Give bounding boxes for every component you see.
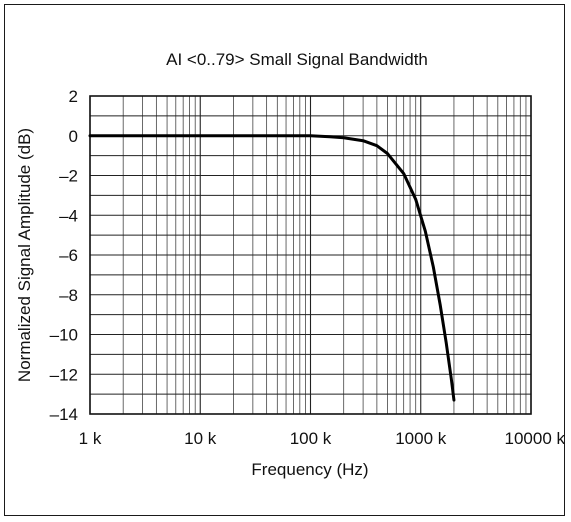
y-tick-label: –4 — [59, 206, 78, 225]
y-tick-label: 2 — [69, 87, 78, 106]
x-tick-label: 100 k — [290, 429, 332, 448]
plot-area — [89, 95, 532, 415]
figure-frame — [4, 4, 565, 516]
y-tick-label: –14 — [50, 405, 78, 424]
chart-title: AI <0..79> Small Signal Bandwidth — [166, 50, 428, 69]
y-tick-label: 0 — [69, 127, 78, 146]
x-tick-label: 10 k — [184, 429, 217, 448]
x-axis-label: Frequency (Hz) — [251, 460, 368, 479]
y-axis-label: Normalized Signal Amplitude (dB) — [15, 128, 34, 382]
x-tick-label: 1 k — [79, 429, 102, 448]
x-tick-label: 1000 k — [395, 429, 447, 448]
series-line-response — [88, 134, 456, 402]
y-tick-label: –12 — [50, 365, 78, 384]
y-axis-tick-labels: 2 0 –2 –4 –6 –8 –10 –12 –14 — [50, 87, 78, 424]
y-tick-label: –10 — [50, 326, 78, 345]
x-tick-label: 10000 k — [505, 429, 566, 448]
y-tick-label: –8 — [59, 286, 78, 305]
y-tick-label: –2 — [59, 167, 78, 186]
y-tick-label: –6 — [59, 246, 78, 265]
x-axis-tick-labels: 1 k 10 k 100 k 1000 k 10000 k — [79, 429, 566, 448]
